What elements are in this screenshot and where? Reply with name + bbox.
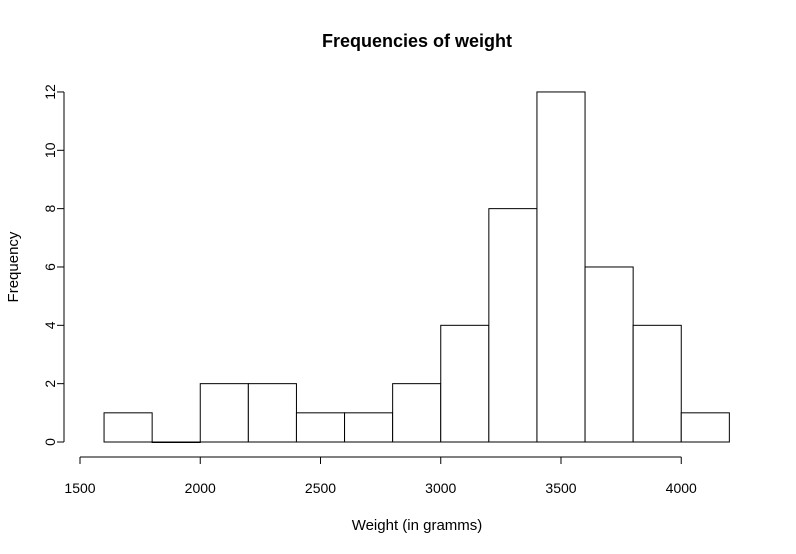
histogram-bar <box>199 383 249 443</box>
histogram-bar <box>536 91 586 443</box>
x-tick-label: 2500 <box>305 480 336 496</box>
x-axis: 1500 2000 2500 3000 3500 4000 <box>64 456 697 496</box>
x-tick-label: 3500 <box>545 480 576 496</box>
y-axis: 0 2 4 6 8 10 12 <box>42 84 65 446</box>
y-tick-label: 4 <box>42 321 58 329</box>
x-tick-label: 4000 <box>666 480 697 496</box>
histogram-bar <box>584 266 634 443</box>
histogram-bar <box>103 412 153 443</box>
chart-title: Frequencies of weight <box>322 31 512 51</box>
histogram-bar <box>488 208 538 443</box>
y-tick-label: 6 <box>42 263 58 271</box>
histogram-bar <box>392 383 442 443</box>
x-tick-label: 2000 <box>185 480 216 496</box>
y-tick-label: 12 <box>42 84 58 100</box>
histogram-bar <box>295 412 346 443</box>
x-tick-label: 1500 <box>64 480 95 496</box>
histogram-bar <box>632 324 682 443</box>
y-axis-label: Frequency <box>5 231 22 302</box>
y-tick-label: 10 <box>42 142 58 158</box>
histogram-bar <box>344 412 394 443</box>
y-tick-label: 2 <box>42 380 58 388</box>
y-tick-label: 0 <box>42 438 58 446</box>
x-axis-label: Weight (in gramms) <box>352 517 483 534</box>
y-tick-label: 8 <box>42 205 58 213</box>
histogram-bar <box>680 412 730 443</box>
histogram-bar <box>247 383 297 443</box>
x-tick-label: 3000 <box>425 480 456 496</box>
histogram-bar <box>440 324 490 443</box>
histogram-bar <box>151 441 201 443</box>
bars-group <box>103 91 730 443</box>
